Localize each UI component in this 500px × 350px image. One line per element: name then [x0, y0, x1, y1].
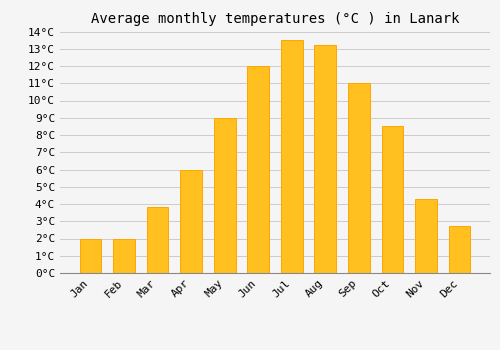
- Bar: [281, 40, 302, 273]
- Title: Average monthly temperatures (°C ) in Lanark: Average monthly temperatures (°C ) in La…: [91, 12, 459, 26]
- Bar: [113, 238, 135, 273]
- Bar: [180, 169, 202, 273]
- Bar: [214, 118, 236, 273]
- Bar: [314, 45, 336, 273]
- Bar: [448, 226, 470, 273]
- Bar: [415, 199, 437, 273]
- Bar: [80, 238, 102, 273]
- Bar: [382, 126, 404, 273]
- Bar: [248, 66, 269, 273]
- Bar: [146, 208, 169, 273]
- Bar: [348, 83, 370, 273]
